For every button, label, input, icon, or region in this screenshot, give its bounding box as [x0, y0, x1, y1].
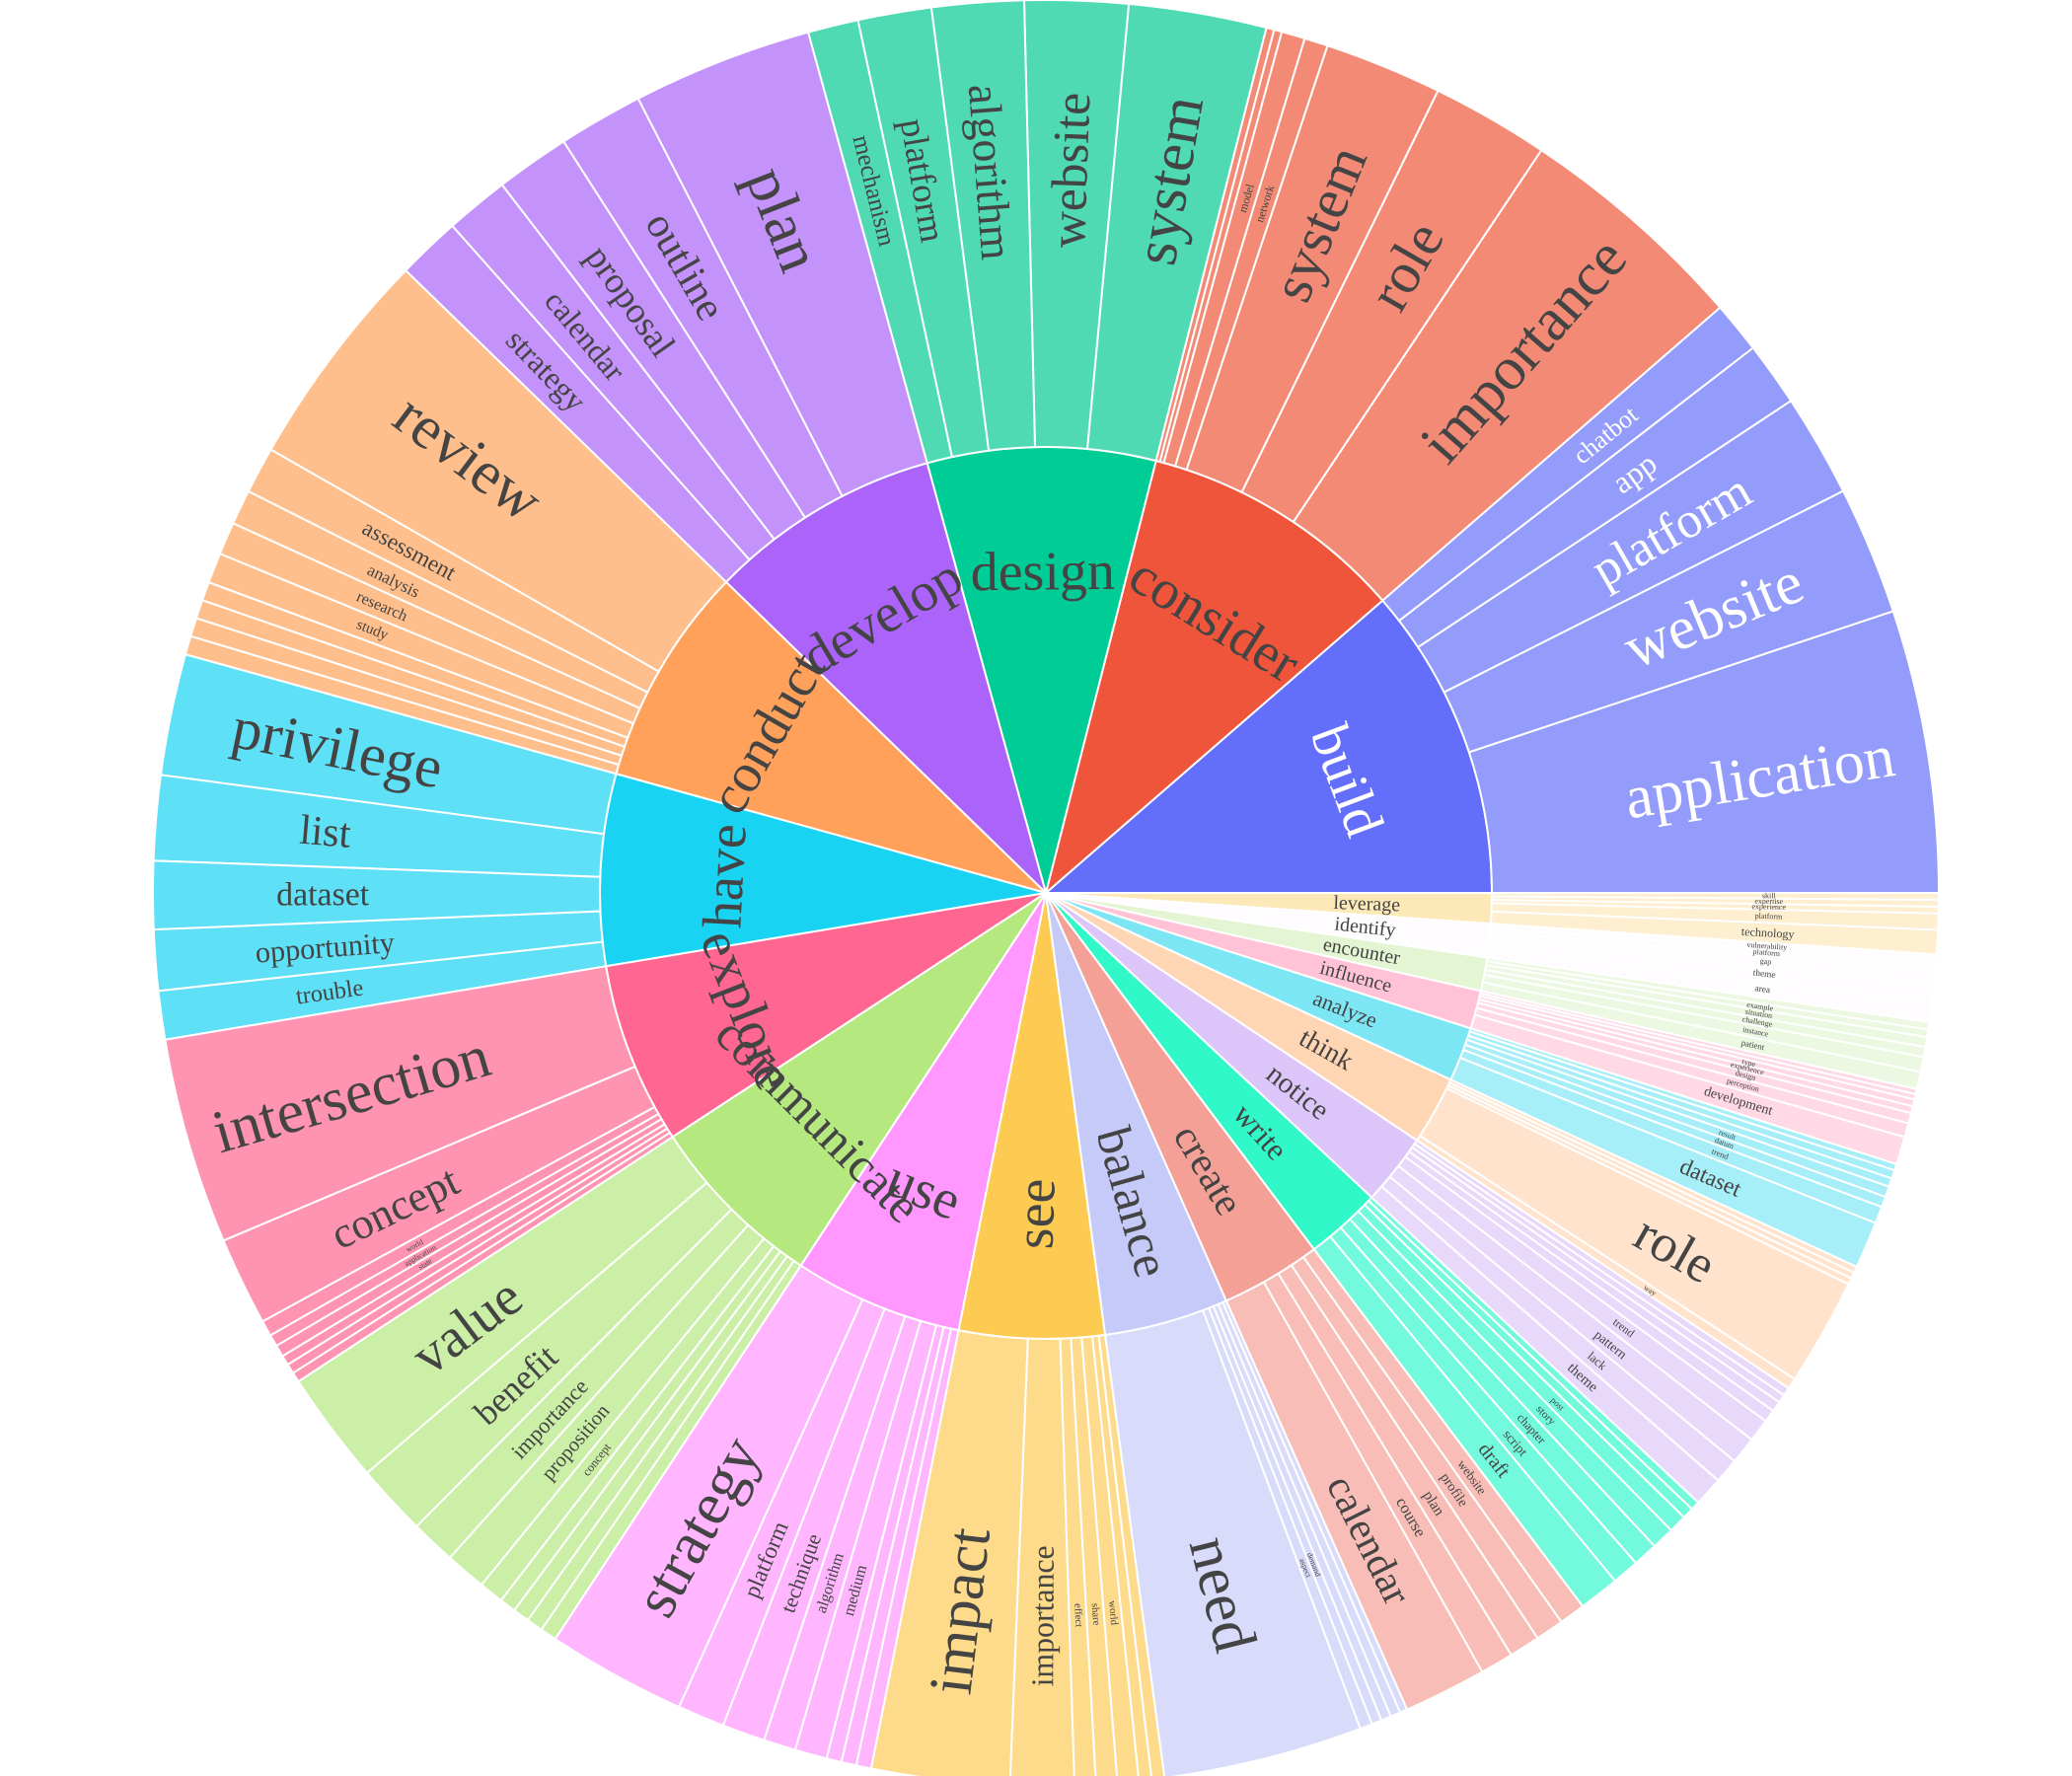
noun-label-influence-type: type	[1741, 1057, 1757, 1069]
noun-label-design-website: website	[1040, 92, 1101, 249]
noun-label-see-world: world	[1106, 1600, 1119, 1626]
verb-label-design: design	[970, 541, 1115, 603]
verb-label-have: have	[692, 822, 758, 929]
noun-label-identify-vulnerability: vulnerability	[1746, 940, 1787, 952]
noun-label-leverage-expertise: expertise	[1754, 897, 1783, 906]
noun-label-see-importance: importance	[1025, 1545, 1061, 1686]
noun-label-identify-gap: gap	[1759, 956, 1771, 966]
noun-label-see-share: share	[1089, 1603, 1102, 1626]
noun-label-have-dataset: dataset	[276, 876, 370, 913]
noun-label-encounter-patient: patient	[1740, 1038, 1766, 1053]
noun-label-leverage-skill: skill	[1762, 891, 1777, 900]
noun-label-see-effect: effect	[1072, 1603, 1083, 1627]
noun-label-have-list: list	[298, 807, 353, 857]
noun-label-identify-theme: theme	[1752, 969, 1776, 982]
noun-label-leverage-experience: experience	[1751, 902, 1786, 912]
verb-ring	[599, 446, 1494, 1340]
noun-segment-leverage-skill[interactable]	[1490, 892, 1941, 901]
noun-ring	[152, 0, 1941, 1776]
noun-label-leverage-technology: technology	[1741, 925, 1795, 941]
noun-label-identify-platform: platform	[1752, 947, 1781, 958]
noun-label-encounter-example: example	[1746, 1000, 1775, 1013]
noun-label-identify-area: area	[1754, 984, 1772, 996]
noun-label-leverage-platform: platform	[1754, 912, 1783, 922]
verb-label-leverage: leverage	[1333, 892, 1401, 916]
verb-label-see: see	[1004, 1178, 1068, 1250]
noun-segment-see-impact[interactable]	[869, 1329, 1029, 1776]
